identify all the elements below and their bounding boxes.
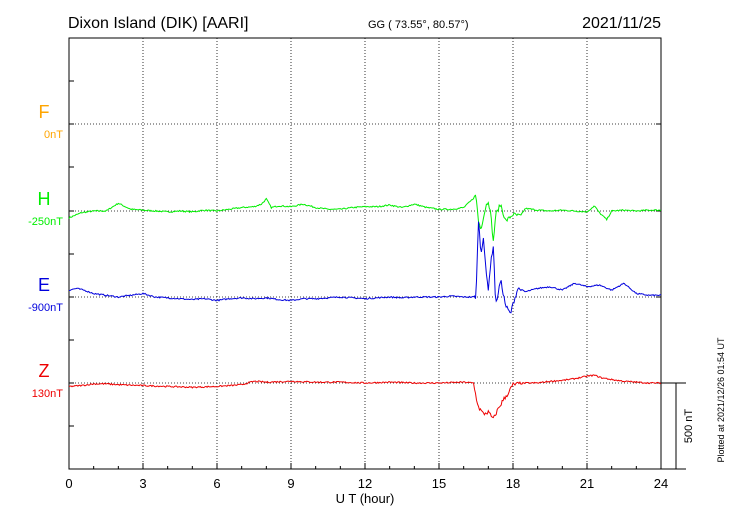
series-baseline-z: 130nT — [32, 388, 63, 400]
series-line-z — [68, 374, 662, 419]
series-baseline-f: 0nT — [44, 129, 63, 141]
component-labels: F 0nT H -250nT E -900nT Z 130nT — [28, 102, 63, 400]
series-name-h: H — [38, 189, 51, 209]
x-tick-label: 9 — [287, 476, 294, 491]
x-tick-label: 21 — [580, 476, 594, 491]
station-coordinates: GG ( 73.55°, 80.57°) — [368, 19, 469, 31]
x-tick-label: 12 — [358, 476, 372, 491]
x-tick-label: 6 — [213, 476, 220, 491]
x-tick-label: 0 — [65, 476, 72, 491]
series-name-f: F — [39, 102, 50, 122]
chart-date: 2021/11/25 — [582, 15, 661, 32]
series-name-z: Z — [39, 361, 50, 381]
grid-lines — [69, 38, 661, 469]
x-tick-label: 18 — [506, 476, 520, 491]
series-baseline-h: -250nT — [28, 216, 63, 228]
x-tick-label: 15 — [432, 476, 446, 491]
series-lines — [68, 194, 662, 419]
scale-bar-label: 500 nT — [683, 409, 695, 444]
series-name-e: E — [38, 275, 50, 295]
x-tick-label: 24 — [654, 476, 668, 491]
series-baseline-e: -900nT — [28, 302, 63, 314]
series-line-e — [68, 221, 662, 314]
plotted-timestamp: Plotted at 2021/12/26 01:54 UT — [716, 337, 726, 463]
x-tick-label: 3 — [139, 476, 146, 491]
x-axis-ticks: 0 3 6 9 12 15 18 21 24 — [65, 463, 668, 491]
station-title: Dixon Island (DIK) [AARI] — [68, 15, 249, 32]
scale-bar: 500 nT — [661, 382, 695, 470]
series-line-h — [68, 194, 662, 241]
x-axis-label: U T (hour) — [336, 491, 395, 506]
